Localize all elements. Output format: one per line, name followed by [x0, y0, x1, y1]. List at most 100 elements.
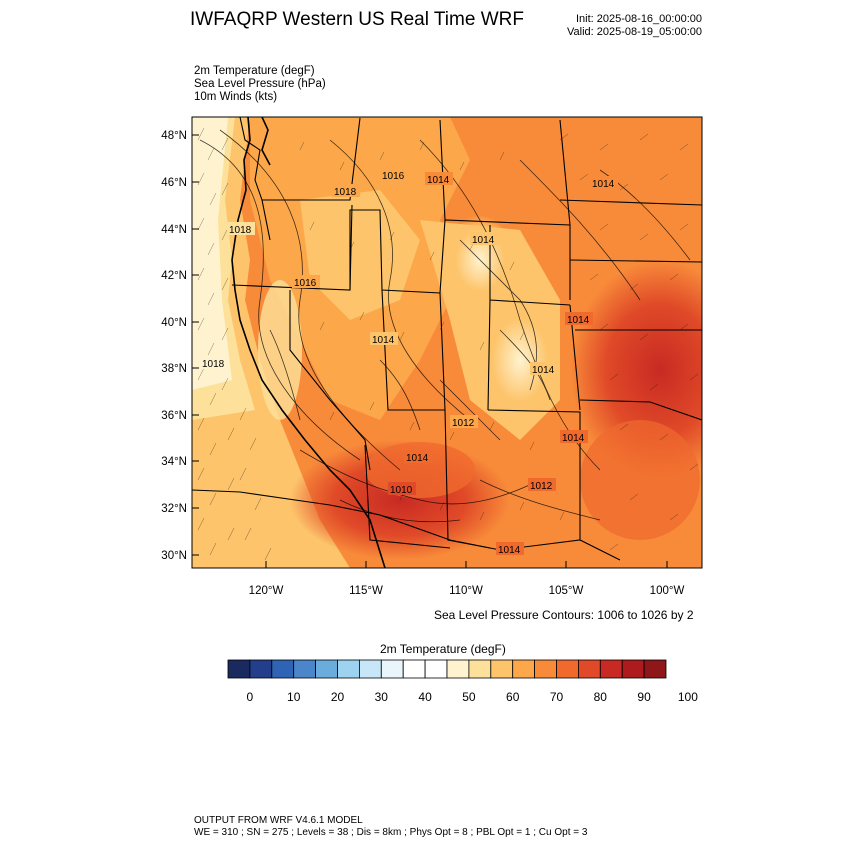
valid-time: Valid: 2025-08-19_05:00:00 — [567, 26, 702, 38]
isobar-label: 1018 — [200, 356, 228, 370]
colorbar-tick-label: 50 — [462, 690, 476, 704]
colorbar-tick-label: 60 — [506, 690, 520, 704]
isobar-label: 1014 — [404, 450, 432, 464]
lon-label: 100°W — [650, 585, 685, 597]
isobar-label: 1016 — [380, 168, 408, 182]
init-time: Init: 2025-08-16_00:00:00 — [576, 13, 702, 25]
colorbar-swatch — [556, 659, 579, 679]
colorbar-swatch — [380, 659, 404, 679]
plot-title: IWFAQRP Western US Real Time WRF — [190, 9, 524, 30]
lat-label: 36°N — [161, 410, 187, 422]
svg-text:1014: 1014 — [372, 335, 395, 346]
model-info-line1: OUTPUT FROM WRF V4.6.1 MODEL — [194, 815, 363, 826]
lon-label: 120°W — [249, 585, 284, 597]
colorbar-swatch — [490, 659, 514, 679]
state-boundaries — [192, 117, 702, 561]
colorbar-tick-label: 80 — [594, 690, 608, 704]
field-label-temperature: 2m Temperature (degF) — [194, 65, 315, 77]
colorbar-swatch — [402, 659, 426, 679]
colorbar-tick-label: 40 — [418, 690, 432, 704]
svg-text:1012: 1012 — [530, 481, 553, 492]
svg-text:1014: 1014 — [498, 545, 521, 556]
colorbar-swatch — [512, 659, 536, 679]
colorbar-tick-label: 100 — [678, 690, 698, 704]
isobar-label: 1014 — [590, 176, 618, 190]
model-info-line2: WE = 310 ; SN = 275 ; Levels = 38 ; Dis … — [194, 827, 588, 838]
svg-text:1014: 1014 — [532, 365, 555, 376]
isobar-label: 1014 — [496, 542, 524, 556]
colorbar-swatch — [534, 659, 557, 679]
isobar-label: 1014 — [530, 362, 558, 376]
lon-label: 105°W — [549, 585, 584, 597]
colorbar-swatch — [337, 659, 360, 679]
svg-text:1012: 1012 — [452, 418, 475, 429]
contour-note: Sea Level Pressure Contours: 1006 to 102… — [434, 608, 694, 622]
colorbar-swatch — [468, 659, 492, 679]
svg-text:1014: 1014 — [567, 315, 590, 326]
lat-label: 34°N — [161, 456, 187, 468]
svg-text:1018: 1018 — [202, 359, 225, 370]
colorbar-tick-label: 20 — [331, 690, 345, 704]
colorbar-swatch — [643, 659, 667, 679]
field-label-pressure: Sea Level Pressure (hPa) — [194, 78, 326, 90]
lat-label: 38°N — [161, 363, 187, 375]
isobar-label: 1014 — [370, 332, 398, 346]
svg-text:1014: 1014 — [427, 175, 450, 186]
lat-label: 42°N — [161, 270, 187, 282]
svg-text:1010: 1010 — [390, 485, 413, 496]
coastline — [231, 117, 386, 568]
isobar-label: 1016 — [292, 275, 320, 289]
colorbar-tick-label: 10 — [287, 690, 301, 704]
isobar-label: 1018 — [332, 184, 360, 198]
wind-barbs — [197, 127, 699, 561]
isobar-label: 1012 — [450, 415, 478, 429]
isobar-label: 1014 — [425, 172, 453, 186]
lon-ticks — [265, 561, 668, 568]
svg-text:1016: 1016 — [294, 278, 317, 289]
isobar-label: 1014 — [565, 312, 593, 326]
colorbar-swatch — [578, 659, 601, 679]
map-frame — [191, 116, 703, 569]
isobar-label: 1012 — [528, 478, 556, 492]
svg-text:1014: 1014 — [562, 433, 585, 444]
isobar-label: 1014 — [470, 232, 498, 246]
svg-text:1018: 1018 — [229, 225, 252, 236]
lat-label: 32°N — [161, 503, 187, 515]
colorbar-tick-labels: 0 10 20 30 40 50 60 70 80 90 100 — [247, 690, 699, 704]
colorbar-tick-label: 0 — [247, 690, 254, 704]
lon-label: 115°W — [349, 585, 383, 597]
field-label-winds: 10m Winds (kts) — [194, 91, 278, 103]
colorbar-swatch — [424, 659, 448, 679]
colorbar-title: 2m Temperature (degF) — [380, 642, 506, 656]
svg-text:1014: 1014 — [472, 235, 495, 246]
colorbar-swatch — [358, 659, 382, 679]
svg-text:1014: 1014 — [592, 179, 615, 190]
isobar-label: 1018 — [227, 222, 255, 236]
lat-ticks — [192, 134, 199, 556]
colorbar-swatch — [227, 659, 251, 679]
colorbar-tick-label: 90 — [637, 690, 651, 704]
svg-text:1018: 1018 — [334, 187, 357, 198]
colorbar-swatch — [249, 659, 273, 679]
colorbar-tick-label: 30 — [375, 690, 389, 704]
isobar-label-group: 1018 1018 1018 1016 1014 1016 1014 1014 … — [200, 168, 618, 556]
colorbar-swatch — [621, 659, 645, 679]
colorbar-swatch — [446, 659, 470, 679]
colorbar-swatch — [271, 659, 295, 679]
lat-label: 48°N — [161, 130, 187, 142]
lat-label: 40°N — [161, 317, 187, 329]
isobar-label: 1014 — [560, 430, 588, 444]
lat-label: 46°N — [161, 177, 187, 189]
isobar-label: 1010 — [388, 482, 416, 496]
lat-label: 30°N — [161, 550, 187, 562]
colorbar-swatch — [315, 659, 338, 679]
svg-text:1014: 1014 — [406, 453, 429, 464]
lon-label-group: 120°W 115°W 110°W 105°W 100°W — [249, 585, 685, 597]
lat-label-group: 48°N 46°N 44°N 42°N 40°N 38°N 36°N 34°N … — [161, 130, 187, 562]
colorbar-swatch — [293, 659, 317, 679]
lon-label: 110°W — [449, 585, 483, 597]
colorbar-tick-label: 70 — [550, 690, 564, 704]
lat-label: 44°N — [161, 224, 187, 236]
colorbar — [227, 659, 667, 679]
